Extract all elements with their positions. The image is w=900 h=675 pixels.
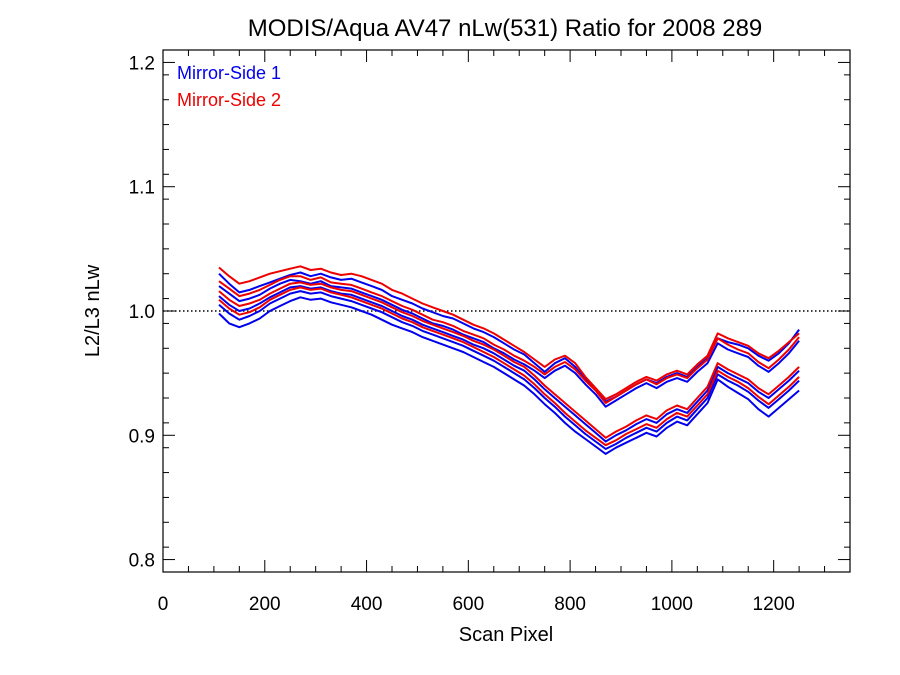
x-tick-label: 400	[351, 594, 383, 615]
series-mirror-side-2-line	[218, 275, 800, 404]
x-tick-label: 200	[249, 594, 281, 615]
series-layer	[218, 265, 800, 455]
series-mirror-side-2-line	[218, 286, 800, 447]
legend-item-mirror-side-1: Mirror-Side 1	[177, 63, 281, 83]
series-mirror-side-1-line	[218, 290, 800, 450]
x-tick-label: 1200	[753, 594, 795, 615]
series-mirror-side-1-line	[218, 285, 800, 443]
series-mirror-side-1-line	[218, 278, 800, 408]
x-tick-label: 800	[554, 594, 586, 615]
y-tick-label: 1.0	[129, 302, 155, 323]
y-tick-label: 1.2	[129, 53, 155, 74]
series-mirror-side-2-line	[218, 281, 800, 439]
y-tick-label: 0.9	[129, 426, 155, 447]
x-axis-label: Scan Pixel	[459, 624, 554, 646]
y-tick-label: 1.1	[129, 178, 155, 199]
y-axis-label: L2/L3 nLw	[82, 264, 104, 357]
y-axis: 0.8 0.9 1.0 1.1 1.2	[129, 49, 850, 573]
x-axis: 0 200 400 600 800 1000 1200	[158, 50, 826, 615]
x-tick-label: 600	[452, 594, 484, 615]
series-mirror-side-2-line	[218, 265, 800, 401]
legend-item-mirror-side-2: Mirror-Side 2	[177, 90, 281, 110]
x-tick-label: 1000	[651, 594, 693, 615]
chart-title: MODIS/Aqua AV47 nLw(531) Ratio for 2008 …	[248, 15, 763, 42]
series-mirror-side-1-line	[218, 296, 800, 455]
y-tick-label: 0.8	[129, 551, 155, 572]
x-tick-label: 0	[158, 594, 169, 615]
plot-frame	[162, 49, 851, 573]
